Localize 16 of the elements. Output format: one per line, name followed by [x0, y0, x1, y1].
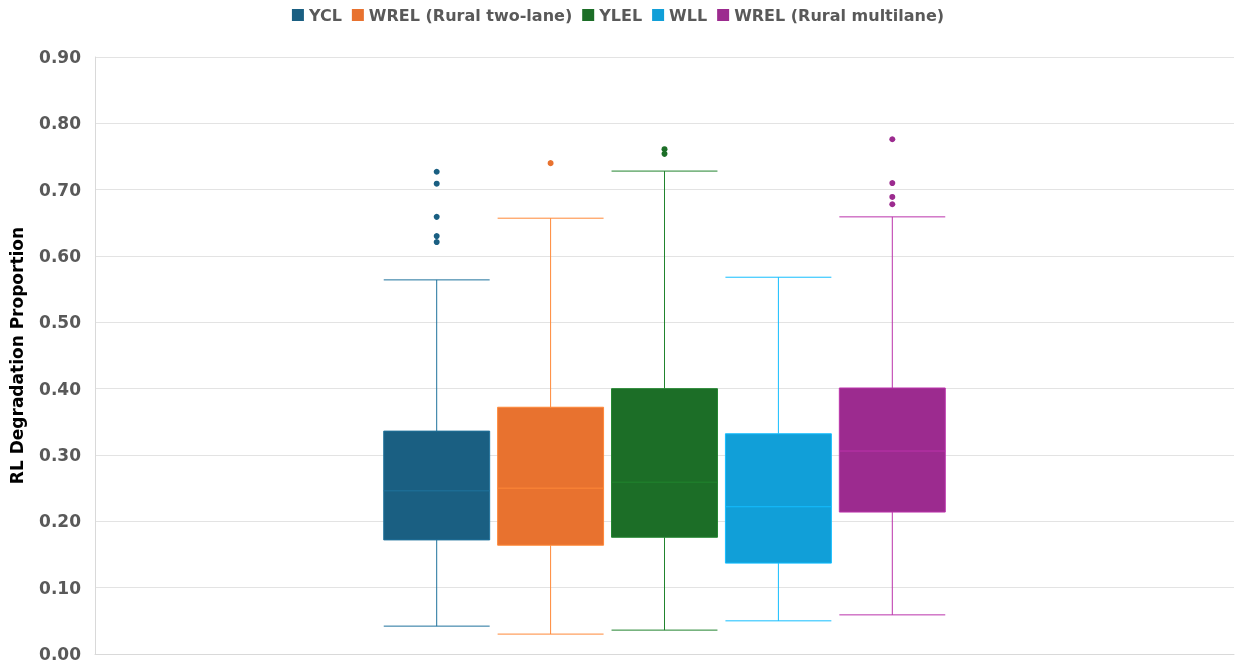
y-tick-label: 0.40 [39, 378, 82, 399]
y-tick-label: 0.50 [39, 312, 82, 333]
y-tick-label: 0.80 [39, 113, 82, 134]
y-axis-title: RL Degradation Proportion [6, 226, 27, 485]
y-tick-label: 0.60 [39, 246, 82, 266]
y-tick-label: 0.30 [39, 445, 82, 465]
y-tick-label: 0.90 [39, 47, 82, 67]
legend-label: YLEL [598, 5, 643, 25]
legend-label: WREL (Rural two-lane) [368, 5, 573, 25]
legend-label: WLL [669, 5, 708, 25]
y-tick-label: 0.70 [39, 179, 82, 200]
y-tick-label: 0.10 [39, 577, 82, 598]
y-tick-label: 0.00 [39, 644, 82, 664]
y-tick-label: 0.20 [39, 511, 82, 532]
legend-label: YCL [307, 5, 342, 25]
legend-label: WREL (Rural multilane) [734, 5, 945, 25]
